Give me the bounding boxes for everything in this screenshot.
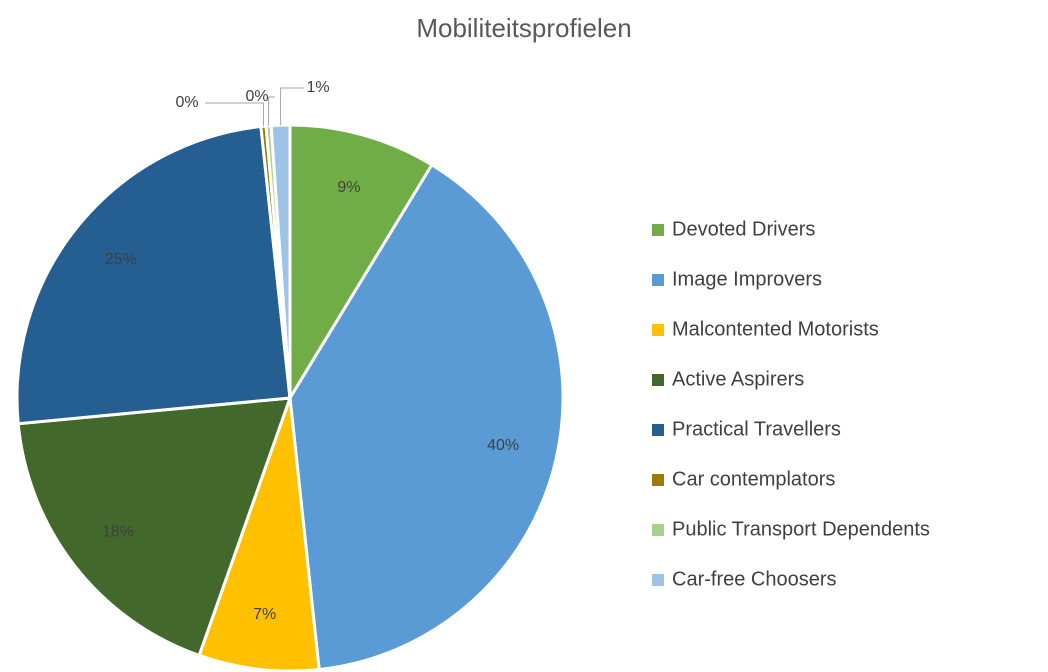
slice: [288, 123, 434, 404]
legend-marker: [652, 374, 664, 386]
labels: 9% 40% 7% 18% 25% 0% 0% 1%: [102, 79, 519, 623]
legend-marker: [652, 224, 664, 236]
legend-label: Malcontented Motorists: [672, 318, 879, 340]
data-label: 7%: [253, 606, 276, 623]
legend: Devoted Drivers Image Improvers Malcontent…: [652, 218, 930, 590]
data-label: 1%: [306, 79, 329, 96]
data-label: 0%: [245, 88, 268, 105]
leader-line: [280, 87, 304, 126]
slice: [288, 162, 565, 672]
data-label: 25%: [105, 251, 137, 268]
leader-line: [268, 96, 275, 126]
data-label: 9%: [337, 179, 360, 196]
legend-label: Practical Travellers: [672, 418, 841, 440]
legend-label: Active Aspirers: [672, 368, 804, 390]
leader-line: [205, 102, 264, 127]
slice: [197, 397, 321, 672]
chart-title: Mobiliteitsprofielen: [416, 13, 631, 43]
pie: [15, 123, 565, 672]
legend-label: Image Improvers: [672, 268, 822, 290]
legend-marker: [652, 474, 664, 486]
legend-label: Public Transport Dependents: [672, 518, 930, 540]
data-label: 0%: [175, 94, 198, 111]
legend-label: Car-free Choosers: [672, 568, 837, 590]
slice: [269, 123, 292, 399]
legend-marker: [652, 574, 664, 586]
legend-marker: [652, 274, 664, 286]
legend-label: Car contemplators: [672, 468, 835, 490]
slice: [15, 124, 292, 426]
legend-marker: [652, 524, 664, 536]
data-label: 18%: [102, 524, 134, 541]
legend-label: Devoted Drivers: [672, 218, 815, 240]
legend-marker: [652, 424, 664, 436]
slice: [16, 396, 293, 658]
legend-marker: [652, 324, 664, 336]
data-label: 40%: [487, 437, 519, 454]
